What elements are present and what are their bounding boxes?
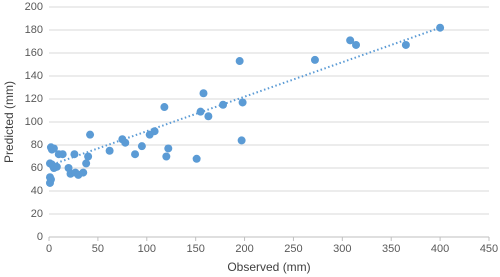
y-tick-label: 100 bbox=[25, 116, 43, 128]
y-tick-label: 0 bbox=[37, 231, 43, 243]
x-tick-label: 350 bbox=[382, 243, 400, 255]
y-tick-label: 160 bbox=[25, 47, 43, 59]
point bbox=[192, 154, 201, 163]
y-tick-label: 180 bbox=[25, 24, 43, 36]
x-tick-label: 300 bbox=[333, 243, 351, 255]
point bbox=[235, 57, 244, 66]
y-tick-label: 60 bbox=[31, 162, 43, 174]
point bbox=[79, 168, 88, 177]
x-tick-label: 450 bbox=[480, 243, 498, 255]
point bbox=[84, 152, 93, 161]
point bbox=[164, 144, 173, 153]
point bbox=[436, 23, 445, 32]
y-tick-label: 140 bbox=[25, 70, 43, 82]
x-tick-label: 200 bbox=[235, 243, 253, 255]
point bbox=[82, 159, 91, 168]
point bbox=[204, 112, 213, 121]
y-tick-label: 200 bbox=[25, 1, 43, 13]
point bbox=[105, 146, 114, 155]
y-tick-label: 120 bbox=[25, 93, 43, 105]
point bbox=[346, 36, 355, 45]
x-tick-label: 0 bbox=[46, 243, 52, 255]
y-axis-label: Predicted (mm) bbox=[2, 81, 16, 163]
point bbox=[52, 162, 61, 171]
y-tick-label: 80 bbox=[31, 139, 43, 151]
y-tick-label: 40 bbox=[31, 185, 43, 197]
x-tick-label: 150 bbox=[186, 243, 204, 255]
point bbox=[131, 150, 140, 159]
point bbox=[86, 130, 95, 139]
x-tick-label: 250 bbox=[284, 243, 302, 255]
x-tick-label: 400 bbox=[431, 243, 449, 255]
x-tick-label: 100 bbox=[138, 243, 156, 255]
point bbox=[310, 55, 319, 64]
y-tick-label: 20 bbox=[31, 208, 43, 220]
point bbox=[49, 144, 58, 153]
point bbox=[58, 150, 67, 159]
point bbox=[237, 136, 246, 145]
x-tick-label: 50 bbox=[92, 243, 104, 255]
trendline bbox=[48, 26, 441, 167]
point bbox=[352, 40, 361, 49]
point bbox=[45, 178, 54, 187]
point bbox=[137, 142, 146, 151]
point bbox=[160, 103, 169, 112]
point bbox=[199, 89, 208, 98]
point bbox=[401, 40, 410, 49]
point bbox=[162, 152, 171, 161]
x-axis-label: Observed (mm) bbox=[227, 260, 310, 274]
point bbox=[238, 98, 247, 107]
point bbox=[150, 127, 159, 136]
point bbox=[121, 138, 130, 147]
